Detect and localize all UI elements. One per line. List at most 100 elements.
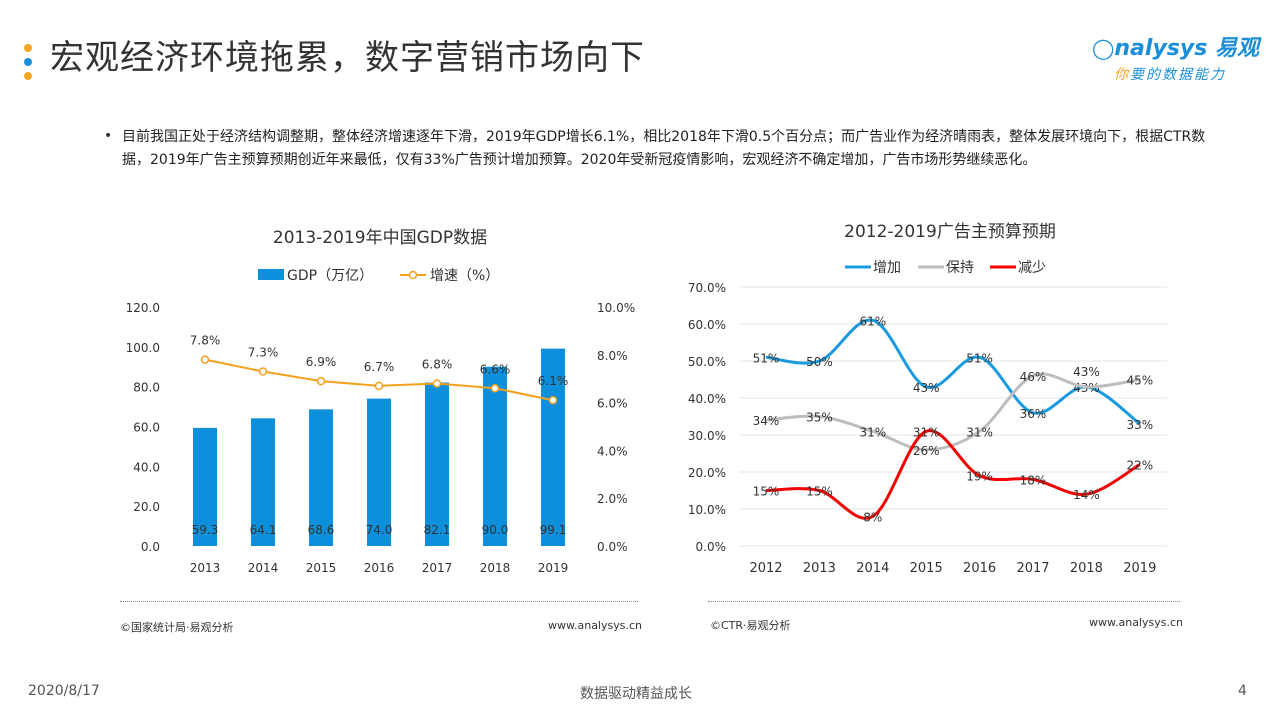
data-label: 22% [1126, 459, 1153, 473]
x-tick: 2013 [190, 561, 221, 575]
growth-point [548, 395, 558, 405]
y-tick: 10.0% [688, 503, 726, 517]
data-label: 45% [1126, 374, 1153, 388]
chart1-source: ©国家统计局·易观分析 [120, 621, 234, 634]
gdp-bar [251, 418, 275, 546]
chart2-source: ©CTR·易观分析 [710, 619, 791, 632]
data-label: 33% [1126, 418, 1153, 432]
y-tick: 70.0% [688, 281, 726, 295]
x-tick: 2018 [1070, 561, 1103, 576]
y-tick: 30.0% [688, 429, 726, 443]
bar-label: 74.0 [366, 523, 393, 537]
chart1-site: www.analysys.cn [548, 619, 642, 632]
y-right-tick: 0.0% [597, 540, 628, 554]
y-right-tick: 6.0% [597, 397, 628, 411]
data-label: 26% [913, 444, 940, 458]
bar-label: 99.1 [540, 523, 567, 537]
bar-label: 68.6 [308, 523, 335, 537]
footer-date: 2020/8/17 [28, 683, 100, 699]
data-label: 15% [753, 485, 780, 499]
line-label: 7.8% [190, 334, 221, 348]
data-label: 35% [806, 411, 833, 425]
x-tick: 2016 [364, 561, 395, 575]
y-right-tick: 10.0% [597, 301, 635, 315]
data-label: 50% [806, 355, 833, 369]
legend-label: 减少 [1018, 260, 1046, 276]
legend-label: 增加 [873, 260, 901, 276]
gdp-bar [193, 427, 217, 546]
series-line-保持 [765, 372, 1141, 452]
data-label: 31% [966, 425, 993, 439]
data-label: 31% [859, 425, 886, 439]
series-line-增加 [765, 318, 1141, 426]
line-label: 7.3% [248, 346, 279, 360]
y-tick: 0.0% [696, 540, 727, 554]
divider [120, 601, 638, 602]
data-label: 34% [753, 414, 780, 428]
legend-growth-label: 增速（%） [430, 268, 499, 284]
series-line-减少 [765, 429, 1141, 520]
data-label: 43% [1073, 365, 1100, 379]
y-left-tick: 120.0 [126, 301, 160, 315]
page-title: 宏观经济环境拖累，数字营销市场向下 [50, 38, 645, 78]
data-label: 36% [1020, 407, 1047, 421]
data-label: 15% [806, 485, 833, 499]
data-label: 19% [966, 470, 993, 484]
data-label: 14% [1073, 488, 1100, 502]
data-label: 46% [1020, 370, 1047, 384]
bar-label: 59.3 [192, 523, 219, 537]
y-left-tick: 40.0 [133, 460, 160, 474]
y-left-tick: 20.0 [133, 500, 160, 514]
data-label: 18% [1020, 473, 1047, 487]
x-tick: 2019 [538, 561, 569, 575]
x-tick: 2016 [963, 561, 996, 576]
y-tick: 20.0% [688, 466, 726, 480]
chart2-title: 2012-2019广告主预算预期 [844, 222, 1056, 242]
growth-point [200, 355, 210, 364]
y-right-tick: 8.0% [597, 349, 628, 363]
bullet-icon: • [104, 128, 113, 144]
x-tick: 2017 [1016, 561, 1049, 576]
summary-paragraph: 目前我国正处于经济结构调整期，整体经济增速逐年下滑，2019年GDP增长6.1%… [122, 129, 1206, 168]
y-tick: 60.0% [688, 318, 726, 332]
growth-point [374, 381, 384, 391]
legend-label: 保持 [946, 260, 974, 276]
data-label: 31% [913, 425, 940, 439]
data-label: 8% [863, 510, 882, 524]
divider [708, 601, 1180, 602]
line-label: 6.1% [538, 374, 569, 388]
data-label: 51% [753, 351, 780, 365]
growth-point [432, 379, 442, 388]
y-right-tick: 2.0% [597, 492, 628, 506]
gdp-bar [483, 366, 507, 546]
logo: ◯nalysys 易观 [1092, 36, 1259, 61]
chart1-title: 2013-2019年中国GDP数据 [272, 228, 488, 248]
line-label: 6.8% [422, 357, 453, 371]
data-label: 51% [966, 351, 993, 365]
y-tick: 50.0% [688, 355, 726, 369]
logo-tagline: 你要的数据能力 [1114, 67, 1226, 83]
legend-growth-marker [408, 270, 418, 280]
y-left-tick: 60.0 [133, 421, 160, 435]
y-left-tick: 100.0 [126, 341, 160, 355]
x-tick: 2014 [856, 561, 889, 576]
bar-label: 82.1 [424, 523, 451, 537]
footer-slogan: 数据驱动精益成长 [580, 686, 692, 702]
growth-point [490, 384, 500, 393]
x-tick: 2014 [248, 561, 279, 575]
y-right-tick: 4.0% [597, 444, 628, 458]
growth-point [316, 376, 326, 386]
x-tick: 2018 [480, 561, 511, 575]
y-left-tick: 80.0 [133, 381, 160, 395]
bar-label: 90.0 [482, 523, 509, 537]
growth-point [258, 367, 268, 376]
data-label: 43% [913, 381, 940, 395]
legend-gdp-label: GDP（万亿） [287, 268, 373, 284]
line-label: 6.6% [480, 362, 511, 376]
x-tick: 2015 [306, 561, 337, 575]
gdp-bar [309, 409, 333, 546]
chart2-site: www.analysys.cn [1089, 616, 1183, 629]
gdp-bar [541, 348, 565, 546]
line-label: 6.7% [364, 360, 395, 374]
legend-gdp-swatch [258, 269, 284, 280]
